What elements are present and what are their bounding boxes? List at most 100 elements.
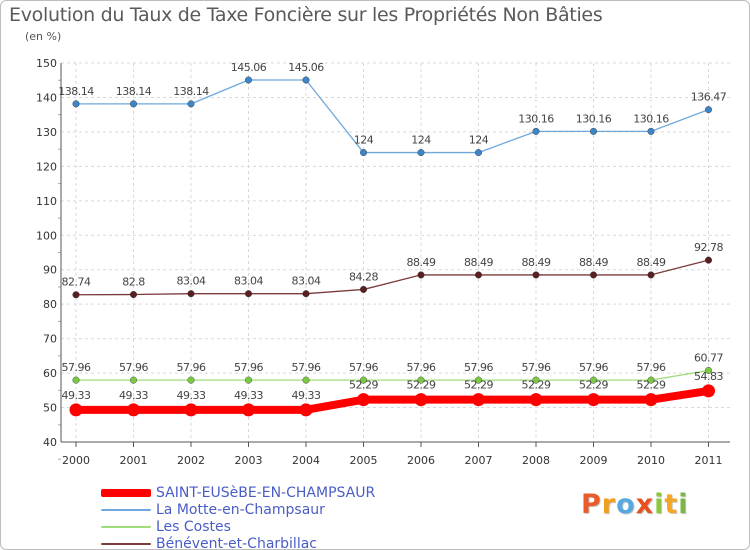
data-label: 60.77 xyxy=(694,351,723,364)
data-label: 57.96 xyxy=(292,361,321,374)
data-point xyxy=(417,149,425,157)
data-point xyxy=(129,376,137,384)
y-axis-unit: (en %) xyxy=(25,30,62,43)
data-label: 57.96 xyxy=(119,361,148,374)
data-point xyxy=(69,403,83,417)
data-label: 49.33 xyxy=(62,389,91,402)
x-tick-label: 2004 xyxy=(292,454,320,467)
data-label: 57.96 xyxy=(637,361,666,374)
chart-title: Evolution du Taux de Taxe Foncière sur l… xyxy=(9,4,603,26)
x-tick-label: 2006 xyxy=(407,454,435,467)
data-label: 83.04 xyxy=(177,275,206,288)
data-point xyxy=(184,403,198,417)
plot-area xyxy=(61,63,730,442)
y-tick-label: 110 xyxy=(36,195,57,208)
logo-letter: r xyxy=(601,489,617,520)
data-point xyxy=(647,376,655,384)
data-point xyxy=(129,100,137,108)
data-label: 82.8 xyxy=(122,276,145,289)
data-point xyxy=(475,149,483,157)
data-label: 49.33 xyxy=(292,389,321,402)
data-label: 52.29 xyxy=(637,379,666,392)
x-tick-label: 2011 xyxy=(695,454,723,467)
data-label: 138.14 xyxy=(116,85,152,98)
data-point xyxy=(532,127,540,135)
data-point xyxy=(587,393,600,407)
data-label: 52.29 xyxy=(464,379,493,392)
data-label: 49.33 xyxy=(177,389,206,402)
legend-label: SAINT-EUSèBE-EN-CHAMPSAUR xyxy=(156,485,376,501)
data-label: 145.06 xyxy=(288,61,324,74)
data-point xyxy=(647,271,655,279)
data-label: 57.96 xyxy=(407,361,436,374)
data-point xyxy=(187,290,195,298)
y-tick-label: 150 xyxy=(36,57,57,70)
data-point xyxy=(529,393,543,407)
x-tick-label: 2005 xyxy=(350,454,378,467)
x-tick-label: 2007 xyxy=(465,454,493,467)
legend-swatch xyxy=(101,543,151,545)
x-tick-label: 2002 xyxy=(177,454,205,467)
data-label: 130.16 xyxy=(518,112,554,125)
data-label: 49.33 xyxy=(119,389,148,402)
data-label: 138.14 xyxy=(173,85,209,98)
y-tick-label: 50 xyxy=(43,402,57,415)
legend-label: Les Costes xyxy=(156,519,231,535)
data-point xyxy=(187,376,195,384)
data-label: 92.78 xyxy=(694,241,723,254)
logo-letter: o xyxy=(616,489,636,520)
data-point xyxy=(472,393,485,407)
data-point xyxy=(475,376,483,384)
data-point xyxy=(417,271,425,279)
y-tick-label: 80 xyxy=(43,298,57,311)
logo-letter: P xyxy=(581,489,602,520)
series-2: 57.96 57.96 57.96 57.96 57.96 57.96 57.96 57.96… xyxy=(62,351,724,384)
data-point xyxy=(72,100,80,108)
data-point xyxy=(705,366,713,374)
y-tick-label: 120 xyxy=(36,160,57,173)
data-point xyxy=(127,403,140,417)
y-tick-label: 90 xyxy=(43,264,57,277)
data-label: 57.96 xyxy=(62,361,91,374)
data-point xyxy=(475,271,483,279)
y-tick-label: 100 xyxy=(36,229,57,242)
data-point xyxy=(72,376,80,384)
legend-label: La Motte-en-Champsaur xyxy=(156,502,325,518)
data-point xyxy=(357,393,370,407)
data-label: 57.96 xyxy=(522,361,551,374)
data-label: 88.49 xyxy=(464,256,493,269)
data-point xyxy=(302,376,310,384)
data-point xyxy=(242,403,255,417)
data-point xyxy=(705,106,713,114)
data-label: 52.29 xyxy=(579,379,608,392)
data-point xyxy=(299,403,313,417)
data-point xyxy=(705,256,713,264)
data-label: 84.28 xyxy=(349,270,378,283)
x-tick-label: 2009 xyxy=(580,454,608,467)
legend-swatch xyxy=(101,509,151,511)
x-tick-label: 2000 xyxy=(62,454,90,467)
data-label: 57.96 xyxy=(234,361,263,374)
data-label: 49.33 xyxy=(234,389,263,402)
data-label: 88.49 xyxy=(637,256,666,269)
series-3: 82.74 82.8 83.04 83.04 83.04 84.28 88.49 88.49 8… xyxy=(62,241,724,299)
data-label: 138.14 xyxy=(58,85,94,98)
x-tick-label: 2010 xyxy=(637,454,665,467)
data-point xyxy=(590,376,598,384)
x-tick-label: 2003 xyxy=(235,454,263,467)
y-tick-label: 60 xyxy=(43,367,57,380)
data-label: 136.47 xyxy=(691,91,727,104)
logo-letter: i xyxy=(678,489,689,520)
legend-swatch xyxy=(101,526,151,528)
data-point xyxy=(702,384,715,398)
data-point xyxy=(72,291,80,299)
data-point xyxy=(360,285,368,293)
data-point xyxy=(414,393,428,407)
data-label: 83.04 xyxy=(234,275,263,288)
data-point xyxy=(244,376,252,384)
y-tick-label: 130 xyxy=(36,126,57,139)
data-label: 52.29 xyxy=(349,379,378,392)
data-label: 82.74 xyxy=(62,276,91,289)
data-label: 52.29 xyxy=(522,379,551,392)
